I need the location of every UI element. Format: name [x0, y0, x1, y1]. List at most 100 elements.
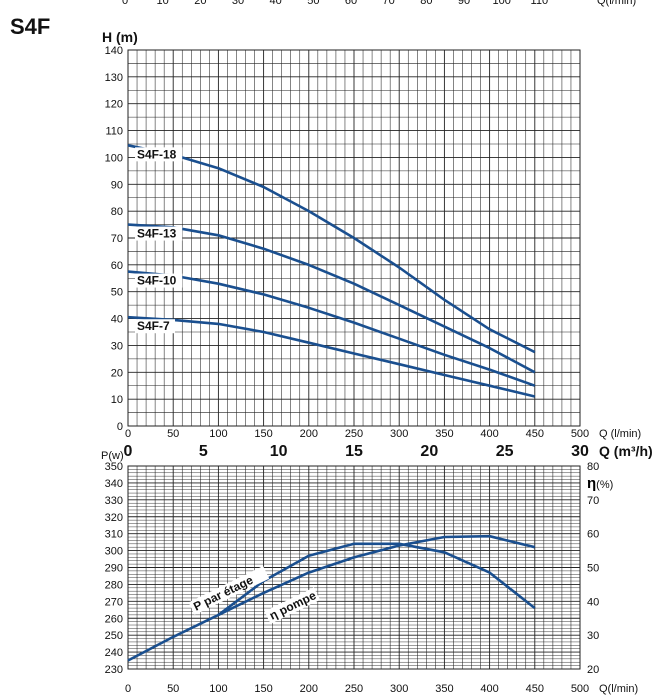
power-y-tick-label: 330: [105, 495, 123, 507]
flow-x-tick-label: 500: [571, 428, 589, 440]
head-curve-label-background: [135, 319, 175, 334]
flow-bottom-tick-label: 350: [435, 683, 453, 695]
head-y-tick-label: 100: [105, 152, 123, 164]
power-y-tick-label: 320: [105, 512, 123, 524]
top-flow-tick-label: 10: [157, 0, 169, 7]
efficiency-y-tick-label: 70: [587, 495, 599, 507]
flow-x-tick-label: 0: [125, 428, 131, 440]
pump-efficiency-label-background: [264, 587, 321, 625]
efficiency-chart-axes: P(w) 230 240 250 260 270 280 290 300 310 320 330 340…: [101, 450, 638, 695]
power-y-axis-title: P(w): [101, 450, 124, 462]
head-y-tick-label: 0: [117, 421, 123, 433]
flow-x-unit-label: Q (l/min): [599, 428, 641, 440]
head-curves: S4F-18 S4F-13 S4F-10 S4F-7: [127, 144, 536, 398]
top-flow-unit-label: Q(l/min): [597, 0, 636, 7]
flow-m3h-tick-label: 20: [420, 443, 438, 460]
top-flow-tick-label: 70: [383, 0, 395, 7]
head-y-tick-label: 110: [105, 126, 123, 138]
top-flow-tick-label: 90: [458, 0, 470, 7]
head-y-tick-label: 20: [111, 367, 123, 379]
efficiency-chart-grid: [127, 465, 581, 670]
head-curve-label-background: [135, 226, 183, 241]
top-flow-tick-label: 40: [270, 0, 282, 7]
flow-x-tick-label: 450: [526, 428, 544, 440]
power-y-tick-label: 310: [105, 529, 123, 541]
power-y-tick-label: 280: [105, 579, 123, 591]
pump-efficiency-label: η pompe: [267, 588, 318, 623]
head-curve-s4f-10: [127, 270, 536, 387]
head-curve-label: S4F-7: [137, 319, 170, 333]
top-flow-tick-label: 20: [194, 0, 206, 7]
head-curve-label: S4F-10: [137, 274, 177, 288]
flow-x-tick-label: 250: [345, 428, 363, 440]
power-y-tick-label: 350: [105, 461, 123, 473]
head-y-tick-label: 90: [111, 179, 123, 191]
head-chart-axes: H (m)01020304050607080901001101201301400…: [102, 29, 653, 460]
efficiency-y-tick-label: 40: [587, 596, 599, 608]
power-y-tick-label: 230: [105, 664, 123, 676]
top-flow-tick-label: 110: [531, 0, 549, 7]
power-y-tick-label: 270: [105, 596, 123, 608]
flow-bottom-tick-label: 50: [167, 683, 179, 695]
efficiency-y-axis-title: η(%): [587, 475, 613, 492]
head-y-axis-title: H (m): [102, 29, 138, 45]
flow-m3h-tick-label: 5: [199, 443, 208, 460]
power-y-tick-label: 260: [105, 613, 123, 625]
flow-x-tick-label: 200: [300, 428, 318, 440]
flow-m3h-tick-label: 15: [345, 443, 363, 460]
head-y-tick-label: 80: [111, 206, 123, 218]
top-flow-tick-label: 50: [307, 0, 319, 7]
flow-x-tick-label: 50: [167, 428, 179, 440]
flow-bottom-tick-label: 250: [345, 683, 363, 695]
flow-x-tick-label: 350: [435, 428, 453, 440]
flow-m3h-tick-label: 10: [270, 443, 288, 460]
head-y-tick-label: 60: [111, 260, 123, 272]
top-flow-tick-label: 100: [492, 0, 510, 7]
flow-bottom-unit-label: Q(l/min): [599, 683, 638, 695]
head-y-tick-label: 50: [111, 287, 123, 299]
flow-m3h-tick-label: 25: [496, 443, 514, 460]
efficiency-y-tick-label: 30: [587, 630, 599, 642]
flow-m3h-tick-label: 0: [124, 443, 133, 460]
power-y-tick-label: 290: [105, 563, 123, 575]
flow-x-tick-label: 300: [390, 428, 408, 440]
power-y-tick-label: 250: [105, 630, 123, 642]
head-curve-label-background: [135, 273, 183, 288]
power-per-stage-label-background: [188, 566, 270, 616]
head-y-tick-label: 70: [111, 233, 123, 245]
efficiency-y-tick-label: 80: [587, 461, 599, 473]
top-flow-tick-label: 30: [232, 0, 244, 7]
top-flow-axis: 0 10 20 30 40 50 60 70 80 90 100 110 Q(l/min): [122, 0, 636, 7]
power-y-tick-label: 300: [105, 546, 123, 558]
top-flow-tick-label: 80: [420, 0, 432, 7]
flow-m3h-unit-label: Q (m³/h): [599, 443, 653, 459]
flow-x-tick-label: 100: [209, 428, 227, 440]
efficiency-y-tick-label: 60: [587, 529, 599, 541]
flow-bottom-tick-label: 200: [300, 683, 318, 695]
flow-x-tick-label: 400: [480, 428, 498, 440]
head-y-tick-label: 30: [111, 340, 123, 352]
power-y-tick-label: 240: [105, 647, 123, 659]
power-y-tick-label: 340: [105, 478, 123, 490]
head-curve-label: S4F-18: [137, 147, 177, 161]
head-curve-s4f-13: [127, 223, 536, 374]
efficiency-y-tick-label: 50: [587, 563, 599, 575]
flow-bottom-tick-label: 150: [254, 683, 272, 695]
head-y-tick-label: 140: [105, 45, 123, 57]
top-flow-tick-label: 0: [122, 0, 128, 7]
efficiency-symbol: η: [587, 475, 596, 492]
efficiency-unit: (%): [596, 479, 613, 491]
flow-x-tick-label: 150: [254, 428, 272, 440]
head-curve-label-background: [135, 147, 183, 162]
head-y-tick-label: 40: [111, 314, 123, 326]
head-y-tick-label: 130: [105, 72, 123, 84]
efficiency-y-tick-label: 20: [587, 664, 599, 676]
flow-bottom-tick-label: 300: [390, 683, 408, 695]
page-title: S4F: [10, 14, 51, 39]
flow-bottom-tick-label: 500: [571, 683, 589, 695]
flow-bottom-tick-label: 400: [480, 683, 498, 695]
head-chart-grid: [127, 49, 581, 427]
head-y-tick-label: 10: [111, 394, 123, 406]
power-per-stage-curve: [127, 534, 536, 662]
